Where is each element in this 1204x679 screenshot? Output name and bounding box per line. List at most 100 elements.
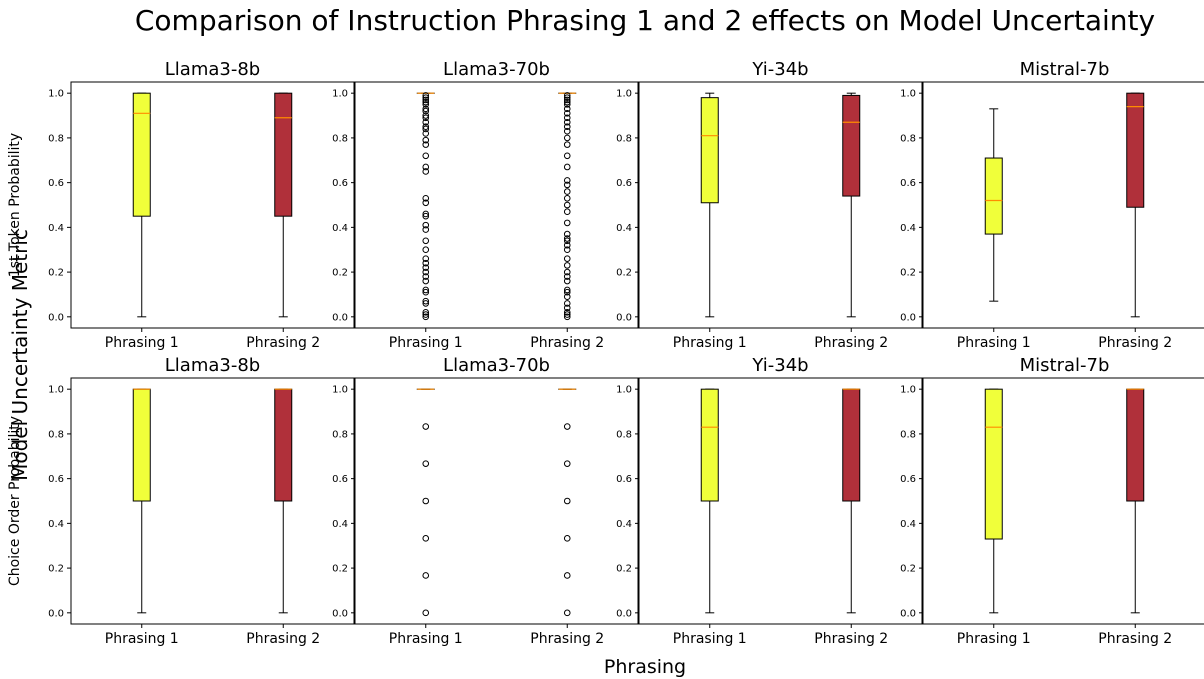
outlier-point xyxy=(563,194,571,202)
outlier-point xyxy=(563,230,571,238)
iqr-box xyxy=(132,92,151,217)
subplot-3: Yi-34b 0.0 0.2 0.4 0.6 0.8 1.0 Phrasing 1 Phrasi… xyxy=(616,59,923,351)
y-tick-label: 0.0 xyxy=(616,608,632,619)
outlier-point xyxy=(422,423,430,430)
y-tick-label: 0.8 xyxy=(900,133,916,144)
outlier-point xyxy=(563,96,571,104)
x-tick-label: Phrasing 1 xyxy=(957,631,1031,647)
outlier-point xyxy=(422,288,430,296)
outlier-point xyxy=(422,497,430,505)
outlier-point xyxy=(563,235,571,242)
outlier-point xyxy=(422,98,430,106)
outlier-point xyxy=(563,141,571,148)
x-tick-label: Phrasing 1 xyxy=(105,335,179,351)
outlier-point xyxy=(422,168,430,175)
outlier-point xyxy=(422,152,430,160)
iqr-box xyxy=(700,97,719,204)
y-tick-label: 0.4 xyxy=(332,223,348,234)
y-tick-label: 1.0 xyxy=(616,385,632,396)
outlier-point xyxy=(563,262,571,269)
y-tick-label: 0.4 xyxy=(48,223,64,234)
outlier-point xyxy=(563,300,571,307)
outlier-point xyxy=(563,609,571,617)
y-tick-label: 0.4 xyxy=(616,519,632,530)
y-tick-label: 0.8 xyxy=(48,133,64,144)
outlier-point xyxy=(422,163,430,171)
outlier-point xyxy=(563,286,571,294)
y-tick-label: 0.8 xyxy=(332,429,348,440)
y-tick-label: 1.0 xyxy=(900,385,916,396)
outlier-point xyxy=(422,92,430,99)
outlier-point xyxy=(563,241,571,249)
outlier-point xyxy=(563,255,571,262)
y-tick-label: 1.0 xyxy=(48,385,64,396)
iqr-box xyxy=(132,388,151,502)
plot-frame xyxy=(922,377,1204,625)
y-tick-label: 0.4 xyxy=(616,223,632,234)
outlier-point xyxy=(563,105,571,113)
box-phrasing-1 xyxy=(132,92,151,318)
subplot-1: Llama3-8b 1st Token Probability 0.0 0.2 0.4 0… xyxy=(7,59,355,351)
outlier-point xyxy=(563,304,571,312)
y-tick-label: 0.6 xyxy=(900,178,916,189)
outlier-point xyxy=(422,311,430,318)
y-tick-label: 0.2 xyxy=(48,268,64,279)
outlier-point xyxy=(563,246,571,254)
subplot-title: Mistral-7b xyxy=(1020,59,1110,80)
subplot-title: Mistral-7b xyxy=(1020,355,1110,376)
outlier-point xyxy=(563,497,571,505)
outlier-point xyxy=(422,309,430,316)
outlier-point xyxy=(563,134,571,142)
subplot-6: Llama3-70b 0.0 0.2 0.4 0.6 0.8 1.0 Phrasing 1 Ph… xyxy=(332,355,639,647)
outlier-point xyxy=(422,226,430,233)
outlier-point xyxy=(563,181,571,189)
subplot-title: Yi-34b xyxy=(751,355,808,376)
y-tick-label: 0.8 xyxy=(332,133,348,144)
subplot-5: Llama3-8b Choice Order Probability 0.0 0.2 0… xyxy=(7,355,355,647)
box-phrasing-1 xyxy=(132,388,151,614)
outlier-point xyxy=(422,96,430,104)
outlier-point xyxy=(563,123,571,131)
y-tick-label: 0.0 xyxy=(332,312,348,323)
outlier-point xyxy=(563,293,571,300)
y-tick-label: 1.0 xyxy=(332,385,348,396)
outlier-point xyxy=(422,114,430,122)
outlier-point xyxy=(422,609,430,617)
y-tick-label: 0.4 xyxy=(48,519,64,530)
y-tick-label: 1.0 xyxy=(900,89,916,100)
box-phrasing-1 xyxy=(416,388,435,617)
outlier-point xyxy=(422,199,430,207)
iqr-box xyxy=(984,388,1003,540)
outlier-point xyxy=(563,127,571,135)
subplot-2: Llama3-70b 0.0 0.2 0.4 0.6 0.8 1.0 Phrasing 1 Ph… xyxy=(332,59,639,351)
outlier-point xyxy=(422,123,430,131)
box-phrasing-2 xyxy=(274,388,293,614)
y-tick-label: 0.2 xyxy=(900,564,916,575)
x-tick-label: Phrasing 1 xyxy=(673,335,747,351)
plot-frame xyxy=(638,81,923,329)
x-tick-label: Phrasing 2 xyxy=(246,631,320,647)
outlier-point xyxy=(422,264,430,271)
outlier-point xyxy=(563,110,571,117)
outlier-point xyxy=(422,118,430,126)
outlier-point xyxy=(563,94,571,101)
outlier-point xyxy=(563,237,571,245)
subplot-7: Yi-34b 0.0 0.2 0.4 0.6 0.8 1.0 Phrasing 1 Phrasi… xyxy=(616,355,923,647)
box-phrasing-2 xyxy=(274,92,293,318)
box-phrasing-1 xyxy=(416,92,435,321)
x-tick-label: Phrasing 2 xyxy=(814,631,888,647)
y-tick-label: 0.2 xyxy=(48,564,64,575)
outlier-point xyxy=(563,114,571,122)
outlier-point xyxy=(422,212,430,220)
x-tick-label: Phrasing 1 xyxy=(389,631,463,647)
outlier-point xyxy=(563,98,571,106)
x-tick-label: Phrasing 1 xyxy=(957,335,1031,351)
y-tick-label: 0.6 xyxy=(332,474,348,485)
plot-frame xyxy=(922,81,1204,329)
outlier-point xyxy=(563,152,571,160)
outlier-point xyxy=(563,277,571,285)
chart-title: Comparison of Instruction Phrasing 1 and… xyxy=(134,4,1156,37)
y-tick-label: 0.0 xyxy=(900,312,916,323)
x-tick-label: Phrasing 2 xyxy=(814,335,888,351)
outlier-point xyxy=(422,194,430,202)
